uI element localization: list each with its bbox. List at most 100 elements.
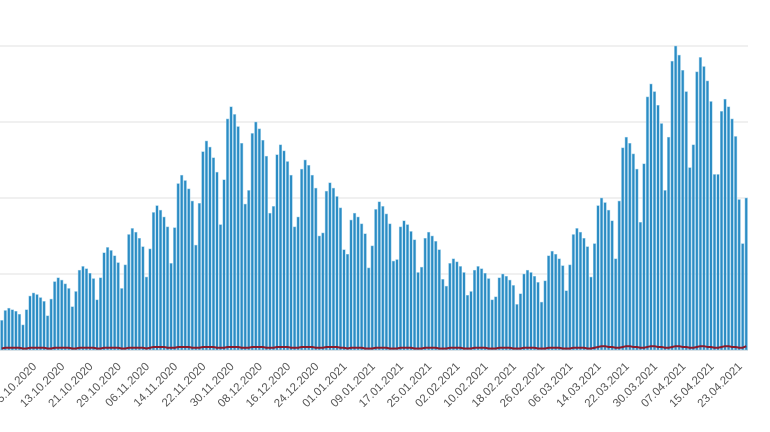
bar (151, 212, 156, 351)
bar (70, 306, 74, 351)
bar (310, 174, 314, 351)
bar (561, 265, 565, 351)
bar (3, 310, 7, 351)
bar (635, 168, 639, 351)
bar (14, 310, 18, 351)
bar (423, 238, 427, 351)
bar (420, 266, 424, 351)
bar (176, 183, 180, 351)
bar (589, 276, 593, 351)
bar (211, 157, 215, 351)
bar (720, 111, 724, 351)
bar (197, 203, 201, 351)
bar (465, 295, 470, 351)
bar (0, 320, 4, 351)
bar (473, 269, 477, 351)
bar (106, 247, 110, 351)
bar (691, 144, 695, 351)
bar (46, 315, 50, 351)
bar (275, 154, 279, 351)
bar (741, 243, 745, 351)
bar (398, 226, 402, 351)
bar (540, 301, 544, 351)
bar (240, 143, 244, 351)
bar (409, 231, 413, 351)
bar (35, 294, 39, 351)
bar (113, 255, 117, 351)
bar (88, 272, 92, 351)
bar (508, 279, 512, 351)
bar (226, 118, 230, 351)
bar (483, 272, 487, 351)
bar (660, 123, 664, 351)
bar (81, 266, 85, 351)
bar (314, 187, 318, 351)
bar (391, 260, 395, 351)
bar (91, 278, 96, 351)
bar (155, 205, 159, 351)
bar (480, 268, 484, 351)
bar (515, 304, 519, 351)
bar (204, 140, 208, 351)
bar (190, 200, 194, 351)
bar (109, 250, 113, 351)
bar (84, 268, 88, 351)
bar (123, 264, 127, 351)
bar (652, 91, 657, 351)
bar (388, 223, 392, 351)
bar (434, 241, 438, 351)
bar (99, 277, 103, 351)
bar (712, 174, 717, 351)
bar (56, 277, 60, 351)
bar (663, 190, 667, 351)
bar (427, 231, 431, 351)
bar (254, 121, 258, 351)
bar (162, 216, 166, 351)
bar (24, 309, 28, 351)
bar (218, 224, 223, 351)
bar (215, 171, 219, 351)
bar (395, 259, 399, 351)
bar (159, 209, 163, 351)
bar (268, 212, 272, 351)
bar (180, 174, 184, 351)
bar (229, 106, 233, 351)
bar (533, 276, 537, 351)
bar (63, 283, 67, 351)
bar (469, 291, 473, 351)
bar (437, 249, 441, 351)
bar (494, 296, 498, 351)
bar (603, 202, 607, 351)
bar (293, 226, 297, 351)
bar (141, 246, 145, 351)
bar (53, 281, 57, 351)
bar (490, 299, 494, 351)
bar (677, 54, 681, 351)
bar (638, 222, 642, 351)
bar (183, 180, 187, 351)
bar (317, 235, 321, 351)
bar (243, 203, 247, 351)
line (1, 345, 747, 350)
bar (402, 220, 406, 351)
bar (7, 307, 11, 351)
bar (173, 227, 177, 351)
bar (208, 146, 212, 351)
bar (413, 239, 417, 351)
bar (501, 273, 505, 351)
bar (363, 233, 367, 351)
bar (621, 147, 625, 351)
bar (60, 279, 64, 351)
bar (187, 188, 191, 351)
bar (282, 150, 286, 351)
bar (377, 201, 381, 351)
bar (497, 277, 501, 351)
bar (67, 288, 71, 351)
bar (596, 205, 600, 351)
bar (416, 272, 420, 351)
bar (49, 298, 53, 351)
bar (346, 253, 350, 351)
bar (233, 114, 237, 351)
bar (504, 276, 508, 351)
